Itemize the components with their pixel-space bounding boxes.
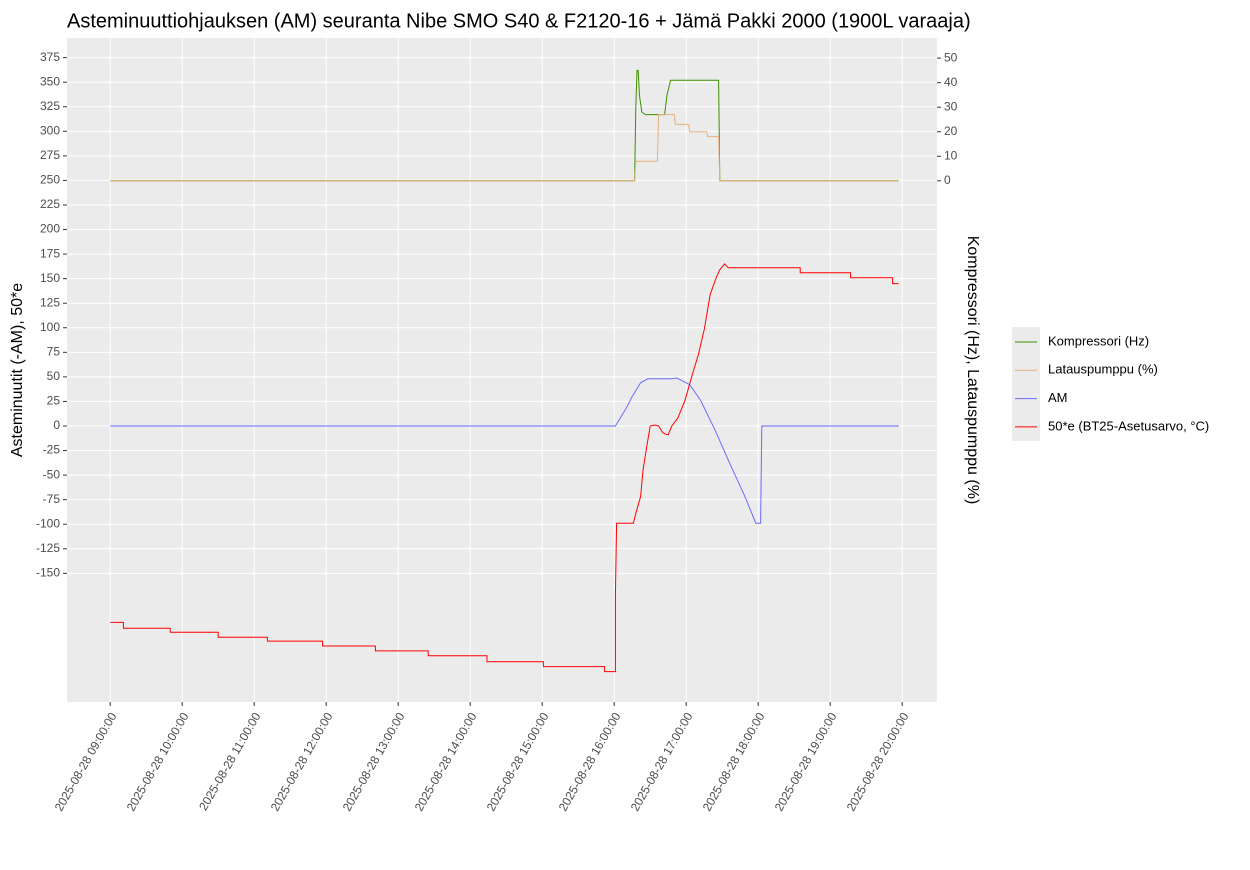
y-tick-label: 375	[40, 50, 60, 64]
legend-keys-bg	[1012, 327, 1040, 441]
y-tick-label: -150	[36, 565, 60, 579]
y-axis-title: Asteminuutit (-AM), 50*e	[9, 283, 26, 457]
y-tick-label: 350	[40, 74, 60, 88]
y-tick-label: -125	[36, 541, 60, 555]
legend-label: Latauspumppu (%)	[1048, 362, 1158, 377]
y2-tick-label: 40	[944, 75, 958, 89]
x-tick-label: 2025-08-28 11:00:00	[196, 710, 264, 813]
y-tick-label: 0	[53, 418, 60, 432]
x-tick-label: 2025-08-28 14:00:00	[412, 710, 480, 814]
series-line	[110, 114, 899, 182]
legend-label: Kompressori (Hz)	[1048, 333, 1149, 348]
legend-label: 50*e (BT25-Asetusarvo, °C)	[1048, 418, 1209, 433]
y-tick-label: -75	[43, 492, 61, 506]
plot-lines	[110, 69, 899, 673]
y-tick-label: 175	[40, 246, 60, 260]
y-tick-label: -25	[43, 443, 61, 457]
series-line	[110, 263, 899, 673]
y-tick-label: 25	[47, 394, 61, 408]
x-tick-label: 2025-08-28 09:00:00	[52, 710, 120, 814]
panel	[67, 38, 937, 702]
series-line	[110, 69, 899, 182]
y2-tick-label: 30	[944, 99, 958, 113]
x-tick-label: 2025-08-28 20:00:00	[844, 710, 912, 814]
y-tick-label: 100	[40, 320, 60, 334]
y-tick-label: 275	[40, 148, 60, 162]
x-tick-label: 2025-08-28 10:00:00	[124, 710, 192, 814]
y-tick-label: 250	[40, 173, 60, 187]
y2-tick-label: 50	[944, 50, 958, 64]
y-tick-label: 75	[47, 344, 61, 358]
y2-tick-label: 0	[944, 173, 951, 187]
y-tick-label: 325	[40, 99, 60, 113]
x-tick-label: 2025-08-28 12:00:00	[268, 710, 336, 814]
y2-axis-title: Kompressori (Hz), Latauspumppu (%)	[964, 236, 981, 505]
x-tick-label: 2025-08-28 16:00:00	[556, 710, 624, 814]
y-tick-label: -100	[36, 516, 60, 530]
y-tick-label: 225	[40, 197, 60, 211]
x-tick-label: 2025-08-28 19:00:00	[772, 710, 840, 814]
x-tick-label: 2025-08-28 15:00:00	[484, 710, 552, 814]
x-tick-label: 2025-08-28 13:00:00	[340, 710, 408, 814]
x-tick-label: 2025-08-28 18:00:00	[700, 710, 768, 814]
y2-tick-label: 20	[944, 124, 958, 138]
y-tick-label: 200	[40, 222, 60, 236]
chart-title: Asteminuuttiohjauksen (AM) seuranta Nibe…	[67, 10, 971, 32]
y-tick-label: -50	[43, 467, 61, 481]
y-tick-label: 50	[47, 369, 61, 383]
x-tick-label: 2025-08-28 17:00:00	[628, 710, 696, 814]
y2-tick-label: 10	[944, 148, 958, 162]
y-tick-label: 125	[40, 295, 60, 309]
y-tick-label: 150	[40, 271, 60, 285]
legend-label: AM	[1048, 390, 1068, 405]
y-tick-label: 300	[40, 123, 60, 137]
